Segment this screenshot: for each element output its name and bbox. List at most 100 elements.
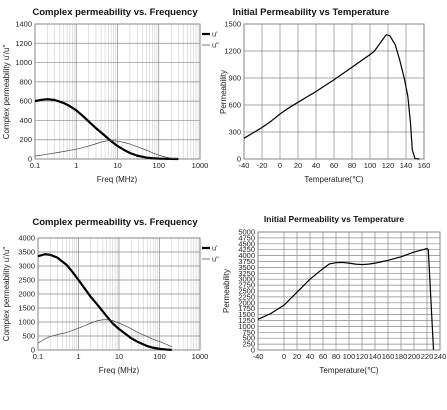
y-tick-label: 5000 [238, 228, 255, 237]
y-tick-label: 0 [251, 346, 255, 355]
y-tick-label: 2500 [238, 287, 255, 296]
y-tick-label: 1250 [238, 316, 255, 325]
y-tick-label: 600 [228, 101, 241, 110]
legend-label: u" [212, 255, 219, 264]
series-line-2 [37, 319, 172, 347]
x-tick-label: 60 [330, 161, 338, 170]
chart-title: Initial Permeability vs Temperature [264, 214, 404, 224]
chart-title: Complex permeability vs. Frequency [32, 7, 198, 18]
y-tick-label: 1400 [15, 20, 32, 29]
y-tick-label: 2750 [238, 281, 255, 290]
y-tick-label: 0 [31, 346, 35, 355]
y-tick-label: 500 [22, 332, 35, 341]
y-tick-label: 300 [228, 128, 241, 137]
series-line-2 [34, 140, 179, 160]
y-axis-label: Permeability [222, 269, 231, 313]
y-tick-label: 500 [242, 334, 255, 343]
chart-complex-permeability-1: Complex permeability vs. Frequency 0.1 1 1… [2, 7, 219, 184]
y-axis-label: Complex permeability u'/u" [2, 247, 11, 342]
y-tick-label: 3750 [238, 257, 255, 266]
series-line-1 [37, 253, 172, 351]
y-tick-label: 4500 [238, 239, 255, 248]
x-tick-label: 160 [418, 161, 431, 170]
x-tick-label: 0.1 [30, 161, 40, 170]
x-tick-label: 200 [408, 352, 421, 361]
x-axis-label: Freq (MHz) [97, 175, 138, 184]
y-tick-label: 200 [19, 135, 32, 144]
y-tick-label: 2000 [238, 298, 255, 307]
y-tick-label: 2500 [18, 276, 35, 285]
y-tick-label: 1500 [18, 304, 35, 313]
x-tick-label: 0.1 [33, 352, 43, 361]
y-tick-label: 0 [237, 155, 241, 164]
x-tick-label: 100 [152, 161, 165, 170]
x-tick-label: 1 [74, 161, 78, 170]
x-tick-label: 40 [312, 161, 320, 170]
y-tick-label: 1000 [238, 322, 255, 331]
x-tick-label: 40 [306, 352, 314, 361]
x-tick-label: 80 [332, 352, 340, 361]
y-tick-label: 4000 [238, 251, 255, 260]
y-tick-label: 1750 [238, 304, 255, 313]
x-tick-label: 10 [115, 352, 123, 361]
x-tick-label: 240 [434, 352, 447, 361]
x-tick-label: 60 [319, 352, 327, 361]
series-line-1 [243, 34, 420, 160]
y-tick-label: 400 [19, 116, 32, 125]
chart-initial-permeability-1: Initial Permeability vs Temperature -40-… [219, 7, 430, 184]
x-tick-label: 160 [382, 352, 395, 361]
y-tick-label: 1000 [18, 318, 35, 327]
x-tick-label: 100 [153, 352, 166, 361]
chart-title: Complex permeability vs. Frequency [32, 217, 198, 228]
x-tick-label: 100 [343, 352, 356, 361]
x-tick-label: 220 [421, 352, 434, 361]
x-tick-label: -40 [253, 352, 264, 361]
y-tick-label: 4250 [238, 245, 255, 254]
x-tick-label: 20 [294, 161, 302, 170]
y-tick-label: 0 [28, 155, 32, 164]
y-tick-label: 750 [242, 328, 255, 337]
x-tick-label: -40 [239, 161, 250, 170]
x-tick-label: 20 [293, 352, 301, 361]
y-axis-label: Complex permeability u'/u" [2, 45, 11, 140]
y-tick-label: 3500 [238, 263, 255, 272]
y-tick-label: 4000 [18, 234, 35, 243]
x-tick-label: 80 [348, 161, 356, 170]
x-tick-label: 100 [364, 161, 377, 170]
y-tick-label: 1500 [238, 310, 255, 319]
y-tick-label: 3250 [238, 269, 255, 278]
y-tick-label: 1000 [15, 58, 32, 67]
x-tick-label: 1000 [192, 352, 209, 361]
y-tick-label: 1200 [224, 47, 241, 56]
y-tick-label: 2250 [238, 292, 255, 301]
y-tick-label: 4750 [238, 233, 255, 242]
x-tick-label: 120 [382, 161, 395, 170]
chart-title: Initial Permeability vs Temperature [233, 7, 390, 18]
y-tick-label: 3000 [238, 275, 255, 284]
x-tick-label: 1 [76, 352, 80, 361]
y-tick-label: 3500 [18, 248, 35, 257]
y-tick-label: 800 [19, 77, 32, 86]
legend-label: u' [212, 30, 218, 39]
series-line-1 [257, 247, 435, 350]
x-tick-label: 0 [282, 352, 286, 361]
y-tick-label: 2000 [18, 290, 35, 299]
chart-initial-permeability-2: Initial Permeability vs Temperature -40 0… [222, 214, 446, 375]
x-axis-label: Freq (MHz) [99, 366, 140, 375]
y-tick-label: 3000 [18, 262, 35, 271]
x-tick-label: 1000 [192, 161, 209, 170]
y-tick-label: 900 [228, 74, 241, 83]
y-tick-label: 600 [19, 97, 32, 106]
x-axis-label: Temperature(℃) [304, 175, 364, 184]
x-tick-label: 120 [356, 352, 369, 361]
x-tick-label: 140 [369, 352, 382, 361]
x-tick-label: 180 [395, 352, 408, 361]
x-tick-label: -20 [257, 161, 268, 170]
x-tick-label: 0 [278, 161, 282, 170]
legend-label: u" [212, 41, 219, 50]
chart-complex-permeability-2: Complex permeability vs. Frequency 0.1 1 1… [2, 217, 219, 375]
series-line-1 [34, 98, 179, 161]
y-tick-label: 1500 [224, 20, 241, 29]
legend-label: u' [212, 244, 218, 253]
